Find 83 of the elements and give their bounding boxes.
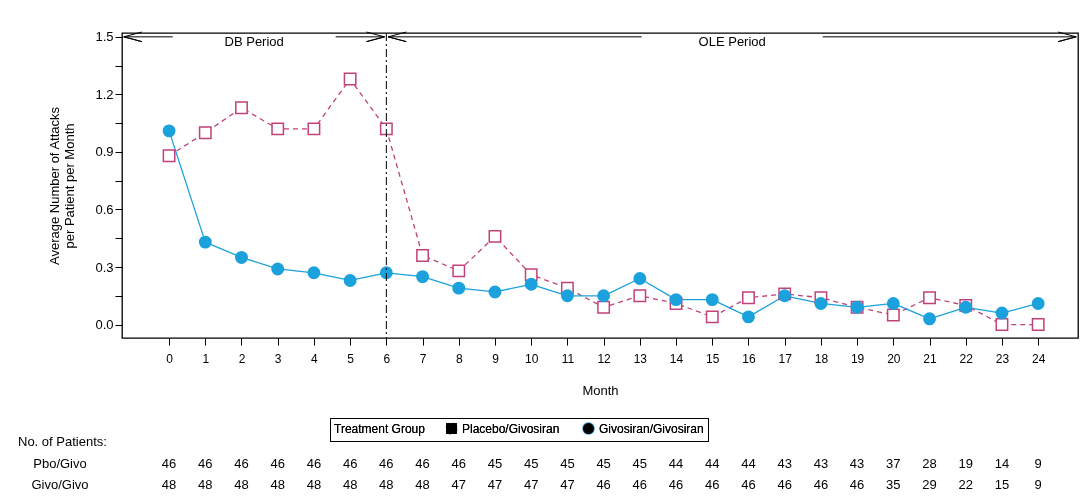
point	[271, 122, 285, 136]
x-tick-label: 17	[778, 351, 793, 366]
point	[307, 122, 321, 136]
x-axis-title: Month	[582, 382, 619, 398]
x-tick-label: 11	[561, 351, 575, 366]
x-tick-label: 10	[525, 351, 539, 366]
text: Pbo/Givo	[33, 456, 87, 471]
y-tick-label: 1.2	[95, 86, 114, 102]
point	[995, 306, 1009, 320]
y-tick-label: 1.5	[95, 29, 114, 45]
point	[597, 300, 611, 314]
x-tick-label: 12	[597, 351, 612, 366]
point	[162, 149, 176, 163]
x-tick-label: 18	[814, 351, 829, 366]
legend-label: Givosiran/Givosiran	[599, 421, 704, 436]
x-tick-label: 23	[995, 351, 1010, 366]
point	[416, 249, 430, 262]
point	[379, 122, 393, 136]
x-tick-label: 9	[492, 351, 500, 366]
point	[633, 289, 647, 303]
point	[162, 124, 176, 138]
point	[1031, 297, 1045, 310]
y-tick-label: 0.3	[95, 259, 114, 275]
x-tick-label: 22	[959, 351, 974, 366]
x-tick-label: 2	[238, 351, 246, 366]
text: 46 46 46 46 46 46 46 46 46 45 45 45 45 45 44 44 44 43 43 43 37 28 19 14 9	[161, 456, 1042, 471]
point	[343, 274, 357, 287]
x-tick-label: 21	[923, 351, 938, 366]
annotation: DB Period	[224, 33, 284, 49]
x-tick-label: 20	[887, 351, 901, 366]
x-tick-label: 13	[633, 351, 648, 366]
point	[814, 297, 828, 310]
point	[923, 312, 936, 326]
x-tick-label: 6	[383, 351, 391, 366]
point	[923, 291, 936, 305]
point	[416, 270, 430, 284]
point	[742, 291, 755, 305]
point	[524, 277, 538, 291]
point	[271, 262, 285, 276]
point	[235, 101, 248, 115]
legend-label: Placebo/Givosiran	[462, 421, 560, 436]
x-tick-label: 24	[1031, 351, 1046, 366]
x-tick-label: 7	[419, 351, 427, 366]
point	[1031, 318, 1045, 332]
x-tick-label: 1	[202, 351, 210, 366]
point	[452, 264, 466, 278]
point	[705, 310, 719, 324]
point	[886, 297, 900, 310]
text: Givo/Givo	[31, 477, 89, 492]
point	[343, 72, 357, 86]
point	[886, 308, 900, 322]
x-tick-label: 5	[347, 351, 355, 366]
point	[995, 318, 1009, 332]
y-tick-label: 0.0	[95, 317, 114, 333]
text: No. of Patients:	[18, 434, 107, 449]
point	[742, 310, 755, 324]
text: 48 48 48 48 48 48 48 48 47 47 47 47 46 46 46 46 46 46 46 46 35 29 22 15 9	[161, 477, 1042, 492]
annotation: OLE Period	[698, 33, 766, 49]
point	[452, 281, 466, 295]
point	[307, 266, 321, 280]
x-tick-label: 16	[742, 351, 756, 366]
point	[198, 126, 212, 140]
point	[488, 229, 502, 243]
point	[560, 289, 574, 303]
x-tick-label: 8	[455, 351, 463, 366]
point	[379, 266, 393, 280]
x-tick-label: 15	[706, 351, 720, 366]
x-tick-label: 14	[669, 351, 684, 366]
point	[235, 250, 248, 264]
point	[669, 293, 683, 307]
point	[198, 235, 212, 249]
point	[705, 293, 719, 307]
y-axis-title: Average Number of Attacks per Patient per Month	[47, 106, 78, 266]
legend-title: Treatment Group	[334, 422, 426, 436]
x-tick-label: 19	[850, 351, 865, 366]
y-tick-label: 0.9	[95, 144, 114, 160]
point	[633, 272, 647, 285]
x-tick-label: 4	[311, 351, 319, 366]
y-tick-label: 0.6	[95, 201, 114, 217]
x-tick-label: 3	[274, 351, 282, 366]
x-tick-label: 0	[166, 351, 174, 366]
point	[488, 285, 502, 299]
point	[597, 289, 611, 303]
